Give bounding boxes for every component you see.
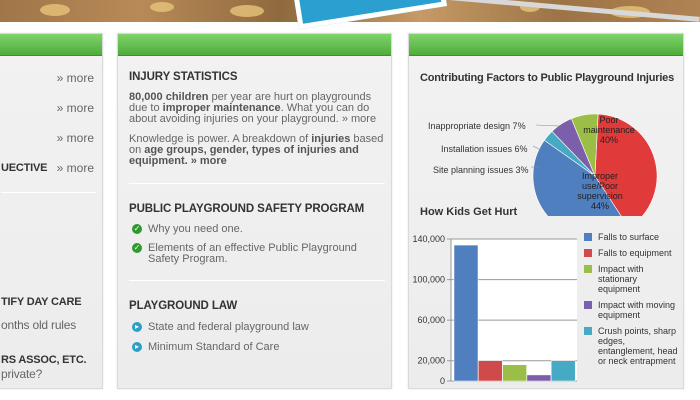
list-item-label[interactable]: Elements of an effective Public Playgrou… [148,242,357,265]
playground-law-title: PLAYGROUND LAW [129,300,238,312]
list-item-label[interactable]: State and federal playground law [148,321,309,333]
injury-statistics-paragraph-2: Knowledge is power. A breakdown of injur… [129,134,387,167]
cutoff-heading[interactable]: UECTIVE [1,162,48,174]
list-item[interactable]: ✓ Why you need one. [129,224,387,235]
legend-label: Crush points, sharp edges, entanglement, h… [598,326,678,366]
arrow-right-icon: ▸ [132,342,142,352]
paragraph-text: per year are hurt on playgrounds due to [129,91,372,114]
list-item[interactable]: ▸ Minimum Standard of Care [129,342,387,353]
divider [1,192,96,193]
legend-item: Crush points, sharp edges, entanglement, h… [584,326,684,366]
bar-3 [502,364,527,382]
list-item-label[interactable]: Minimum Standard of Care [148,341,280,353]
right-column-header-bar [409,34,683,56]
list-item-label[interactable]: Why you need one. [148,223,243,235]
safety-program-title: PUBLIC PLAYGROUND SAFETY PROGRAM [129,203,365,215]
cutoff-heading: TIFY DAY CARE [1,296,82,308]
list-item[interactable]: ▸ State and federal playground law [129,322,387,333]
cutoff-text[interactable]: private? [1,367,43,381]
legend-swatch [584,249,592,257]
pie-leader-line [535,124,560,127]
more-link[interactable]: » more [56,131,94,145]
more-link[interactable]: » more [187,155,227,167]
bar-1 [453,244,479,382]
injury-statistics-title: INJURY STATISTICS [129,71,238,83]
y-tick-label: 140,000 [412,234,445,244]
left-column-header-bar [0,34,102,56]
pie-label-inappropriate-design: Inappropriate design 7% [428,121,526,131]
paragraph-text: . What you can do about avoiding injurie… [129,102,370,125]
header-photo [0,0,700,30]
pie-slice-improper-use-poor-supervision [532,139,622,216]
legend-item: Impact with stationary equipment [584,264,684,294]
injury-statistics-paragraph-1: 80,000 children per year are hurt on pla… [129,92,387,125]
more-link[interactable]: » more [56,161,94,175]
legend-item: Falls to equipment [584,248,684,258]
pie-chart-title: Contributing Factors to Public Playgroun… [420,72,675,84]
stat-highlight: age groups, gender, types of injuries an… [129,144,359,167]
bar-2 [478,360,503,382]
legend-swatch [584,265,592,273]
bar-chart: 0 20,000 60,000 100,000 140,000 [412,234,577,386]
more-link[interactable]: » more [56,101,94,115]
pie-label-installation-issues: Installation issues 6% [441,144,528,154]
cutoff-text[interactable]: onths old rules [1,318,77,332]
legend-label: Falls to equipment [598,248,672,258]
legend-item: Impact with moving equipment [584,300,684,320]
right-column: Contributing Factors to Public Playgroun… [408,33,684,389]
left-column: » more » more » more UECTIVE » more TIFY… [0,33,103,389]
bar-4 [526,374,552,382]
legend-label: Falls to surface [598,232,660,242]
bar-5 [550,360,576,382]
pie-label-improper-use-text: Improper use/Poor supervision 44% [577,171,623,211]
more-link[interactable]: » more [338,113,377,125]
divider [129,183,385,184]
cutoff-heading: RS ASSOC, ETC. [1,354,87,366]
pie-leader-line [532,145,542,151]
arrow-right-icon: ▸ [132,322,142,332]
pie-label-poor-maintenance-text: Poor maintenance 40% [583,115,635,145]
legend-label: Impact with stationary equipment [598,264,644,294]
stat-highlight: injuries [311,133,351,145]
legend-swatch [584,233,592,241]
more-link[interactable]: » more [56,71,94,85]
y-tick-label: 60,000 [417,315,445,325]
y-tick-label: 0 [440,376,445,386]
list-item[interactable]: ✓ Elements of an effective Public Playgr… [129,243,387,265]
stat-highlight: improper maintenance [162,102,281,114]
pie-label-poor-maintenance: Poor maintenance 40% [579,115,639,145]
paragraph-text: Knowledge is power. A breakdown of [129,133,312,145]
pie-slice-poor-maintenance [594,113,658,216]
y-tick-label: 100,000 [412,275,445,285]
legend-label: Impact with moving equipment [598,300,676,320]
pie-label-improper-use: Improper use/Poor supervision 44% [567,171,633,211]
divider [129,280,385,281]
bar-chart-title: How Kids Get Hurt [420,206,518,218]
middle-column-header-bar [118,34,391,56]
legend-swatch [584,301,592,309]
stat-highlight: 80,000 children [129,91,209,103]
legend-swatch [584,327,592,335]
check-icon: ✓ [132,243,142,253]
paragraph-text: based on [129,133,384,156]
y-tick-label: 20,000 [417,356,445,366]
pie-label-site-planning-issues: Site planning issues 3% [433,165,529,175]
check-icon: ✓ [132,224,142,234]
pie-chart [531,113,658,216]
pie-slice-inappropriate-design [571,113,599,177]
legend-item: Falls to surface [584,232,684,242]
middle-column: INJURY STATISTICS 80,000 children per ye… [117,33,392,389]
bar-chart-legend: Falls to surface Falls to equipment Impact… [584,232,684,372]
